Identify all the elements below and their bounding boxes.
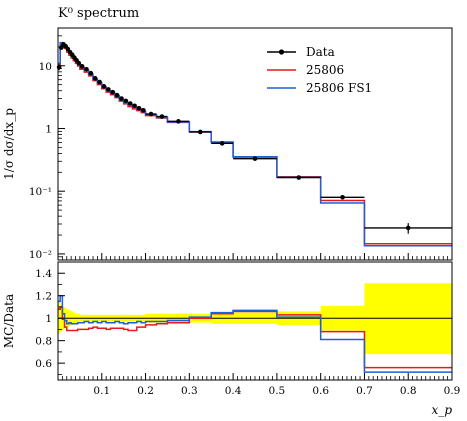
ratio-ytick-label-2: 1 — [45, 313, 52, 325]
data-point-27 — [176, 119, 181, 124]
data-point-22 — [132, 103, 137, 109]
main-ytick-label-2: 10⁻¹ — [29, 186, 52, 198]
legend-marker-data — [278, 49, 285, 55]
main-ytick-label-1: 1 — [45, 123, 52, 135]
x-tick-label-4: 0.5 — [269, 385, 286, 397]
ratio-ytick-label-1: 0.8 — [35, 336, 52, 348]
ratio-yticks: 0.6 0.8 1 1.2 1.4 — [35, 268, 65, 375]
data-point-16 — [106, 87, 111, 92]
main-xticks — [57, 253, 453, 260]
data-point-26 — [159, 114, 165, 119]
data-point-31 — [296, 175, 302, 180]
data-point-14 — [97, 79, 102, 85]
main-yticks: 10 1 10⁻¹ 10⁻² — [29, 35, 65, 261]
main-line-25806 — [58, 43, 452, 245]
data-point-1 — [58, 45, 64, 50]
x-tick-label-2: 0.3 — [181, 385, 198, 397]
legend-label-data: Data — [306, 45, 335, 59]
data-point-15 — [101, 84, 107, 89]
x-tick-label-8: 0.9 — [444, 385, 461, 397]
legend-label-25806: 25806 — [306, 63, 344, 77]
data-point-17 — [110, 89, 116, 95]
ratio-marks — [58, 283, 452, 373]
main-ytick-label-0: 10 — [39, 61, 52, 73]
ratio-line-25806-fs1 — [58, 294, 452, 373]
data-point-23 — [136, 105, 142, 111]
data-point-11 — [84, 66, 89, 72]
main-panel: 10 1 10⁻¹ 10⁻² 1/σ dσ/dx_p Data 25806 25806… — [2, 27, 453, 261]
main-ytick-label-3: 10⁻² — [29, 249, 52, 261]
data-point-9 — [76, 60, 82, 66]
data-point-25 — [148, 111, 154, 117]
data-point-28 — [197, 129, 203, 135]
ratio-ytick-label-3: 1.2 — [35, 291, 52, 303]
ratio-ylabel: MC/Data — [2, 294, 16, 348]
data-point-20 — [123, 98, 129, 104]
chart-title: K⁰ spectrum — [58, 6, 139, 21]
x-tick-label-7: 0.8 — [400, 385, 417, 397]
main-plot-frame — [57, 27, 453, 261]
main-ylabel: 1/σ dσ/dx_p — [2, 108, 16, 180]
main-marks — [56, 41, 452, 247]
data-point-10 — [79, 64, 85, 69]
legend-label-25806-fs1: 25806 FS1 — [306, 81, 372, 95]
x-tick-label-0: 0.1 — [93, 385, 110, 397]
x-tick-label-5: 0.6 — [312, 385, 329, 397]
x-axis-label: x_p — [432, 403, 453, 417]
data-point-24 — [141, 107, 146, 113]
ratio-ytick-label-0: 0.6 — [35, 358, 52, 370]
ratio-xticks: 0.1 0.2 0.3 0.4 0.5 0.6 0.7 0.8 0.9 — [57, 373, 461, 397]
ratio-panel: 0.60.811.21.4 0.1 0.2 0.3 0.4 0.5 0.6 0.7 0.8 0.… — [2, 261, 461, 417]
data-point-13 — [92, 76, 98, 81]
x-tick-label-6: 0.7 — [356, 385, 373, 397]
data-point-32 — [340, 194, 345, 200]
data-point-21 — [127, 101, 133, 106]
data-point-29 — [219, 141, 225, 146]
legend: Data 25806 25806 FS1 — [267, 45, 372, 95]
x-tick-label-1: 0.2 — [137, 385, 154, 397]
data-point-33 — [405, 225, 411, 231]
x-tick-label-3: 0.4 — [225, 385, 242, 397]
data-point-19 — [119, 96, 124, 101]
data-point-18 — [114, 92, 120, 98]
main-line-25806-fs1 — [58, 41, 452, 247]
ratio-ytick-label-4: 1.4 — [35, 268, 52, 280]
ratio-band-33 — [364, 283, 452, 355]
data-point-12 — [88, 70, 94, 76]
data-point-30 — [252, 156, 258, 161]
